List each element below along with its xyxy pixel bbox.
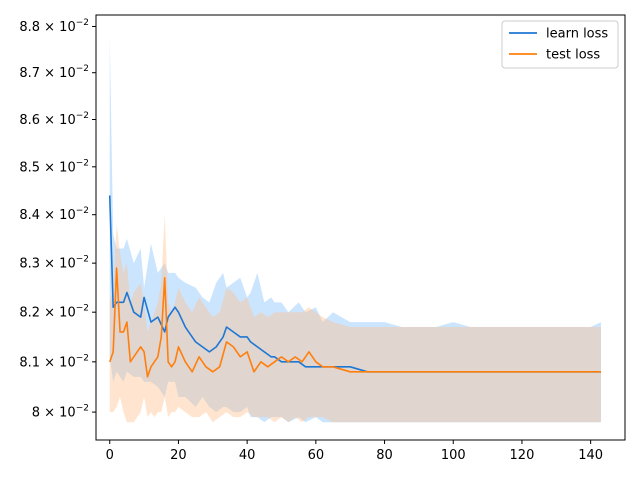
x-tick-label: 60	[308, 448, 325, 463]
x-tick-label: 100	[441, 448, 466, 463]
legend: learn loss test loss	[501, 20, 619, 69]
series-line-1	[108, 267, 601, 378]
y-tick-label: 8.6 × 10−2	[19, 111, 89, 128]
x-tick-label: 40	[239, 448, 256, 463]
x-tick-label: 140	[578, 448, 603, 463]
y-tick-label: 8.3 × 10−2	[19, 255, 89, 272]
band-1	[109, 214, 601, 423]
x-tick-label: 120	[510, 448, 535, 463]
y-axis-ticks: 8 × 10−2 8.1 × 10−2 8.2 × 10−2 8.3 × 10−2 8.…	[19, 18, 96, 421]
x-axis-ticks: 0 20 40 60 80 100 120 140	[106, 440, 603, 463]
x-tick-label: 20	[170, 448, 187, 463]
y-tick-label: 8.8 × 10−2	[19, 18, 89, 35]
y-tick-label: 8.5 × 10−2	[19, 158, 89, 175]
y-tick-label: 8.1 × 10−2	[19, 353, 89, 370]
y-tick-label: 8.2 × 10−2	[19, 304, 89, 321]
x-tick-label: 80	[376, 448, 393, 463]
legend-label-1: test loss	[546, 48, 600, 63]
y-tick-label: 8.4 × 10−2	[19, 206, 89, 223]
axes-frame	[95, 14, 626, 441]
x-tick-label: 0	[106, 448, 114, 463]
y-tick-label: 8 × 10−2	[32, 404, 89, 421]
y-tick-label: 8.7 × 10−2	[19, 64, 89, 81]
confidence-bands	[109, 35, 601, 423]
series-lines	[108, 195, 601, 378]
band-0	[109, 35, 601, 423]
legend-label-0: learn loss	[546, 27, 608, 42]
